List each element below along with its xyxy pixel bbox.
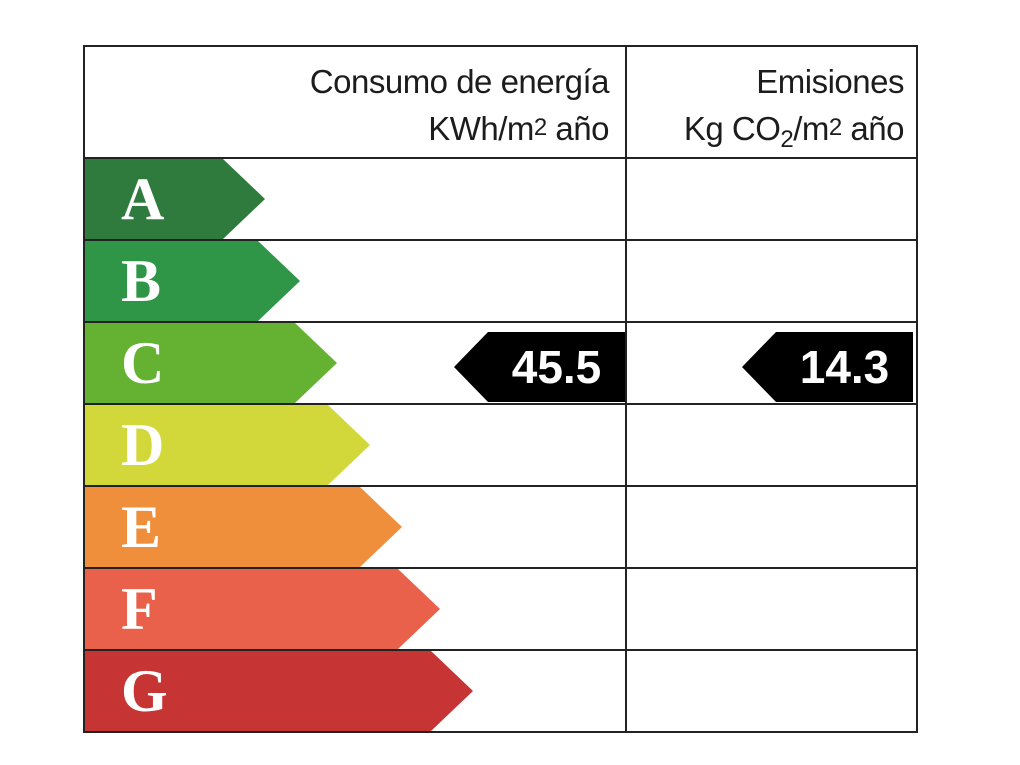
rating-letter-d: D [121,412,165,478]
rating-row-e: E [85,485,916,567]
emissions-title: Emisiones [756,63,904,100]
rating-letter-e: E [121,494,162,560]
rating-row-f-consumption-cell: F [85,569,627,649]
consumption-unit-exponent: 2 [533,114,547,141]
rating-row-f: F [85,567,916,649]
rating-letter-f: F [121,576,158,642]
emissions-value-arrow: 14.3 [742,332,913,402]
rating-row-c: C 45.5 14.3 [85,321,916,403]
rating-letter-a: A [121,166,165,232]
consumption-value-arrow: 45.5 [454,332,625,402]
consumption-title: Consumo de energía [309,63,610,100]
rating-arrow-e: E [85,487,402,567]
rating-row-a: A [85,157,916,239]
rating-letter-b: B [121,248,162,314]
rating-row-c-consumption-cell: C 45.5 [85,323,627,403]
consumption-unit: KWh/m2 año [428,110,609,147]
header-consumption: Consumo de energía KWh/m2 año [85,47,627,157]
header-row: Consumo de energía KWh/m2 año Emisiones … [85,47,916,157]
rating-row-e-consumption-cell: E [85,487,627,567]
header-emissions: Emisiones Kg CO2/m2 año [627,47,916,157]
rating-arrow-a: A [85,159,265,239]
rating-arrow-g: G [85,651,473,731]
rating-arrow-d: D [85,405,370,485]
energy-certificate-table: Consumo de energía KWh/m2 año Emisiones … [83,45,918,733]
rating-row-d-emissions-cell [627,405,916,485]
rating-letter-g: G [121,658,168,724]
rating-row-c-emissions-cell: 14.3 [627,323,916,403]
rating-row-d-consumption-cell: D [85,405,627,485]
rating-letter-c: C [121,330,165,396]
rating-arrow-c: C [85,323,337,403]
emissions-unit: Kg CO2/m2 año [683,110,905,153]
rating-arrow-f: F [85,569,440,649]
rating-row-g: G [85,649,916,731]
rating-row-b: B [85,239,916,321]
rating-row-a-emissions-cell [627,159,916,239]
rating-row-f-emissions-cell [627,569,916,649]
rating-arrow-b: B [85,241,300,321]
rating-row-b-emissions-cell [627,241,916,321]
rating-row-g-consumption-cell: G [85,651,627,731]
rating-row-g-emissions-cell [627,651,916,731]
rating-row-a-consumption-cell: A [85,159,627,239]
rating-row-e-emissions-cell [627,487,916,567]
emissions-unit-subscript: 2 [780,126,794,153]
rating-row-d: D [85,403,916,485]
rating-row-b-consumption-cell: B [85,241,627,321]
emissions-unit-exponent: 2 [828,114,842,141]
